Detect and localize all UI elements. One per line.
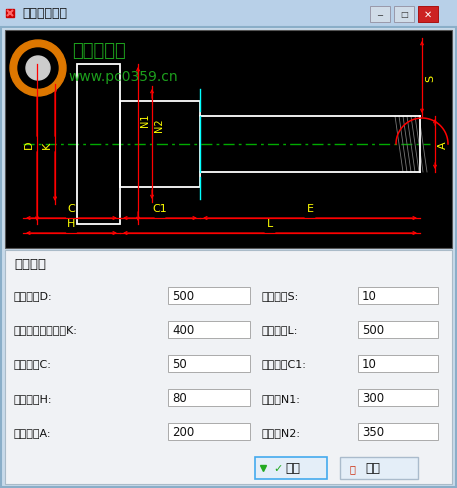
Text: 500: 500 [172,289,194,302]
Bar [77,65,120,224]
Text: 10: 10 [362,357,377,370]
Text: 管子壁厚S:: 管子壁厚S: [262,290,299,301]
Bar [5,31,452,248]
Text: 润东软件园: 润东软件园 [72,42,126,60]
Text: N2: N2 [154,118,164,132]
Bar [255,457,327,479]
Text: 钢板厚度C1:: 钢板厚度C1: [262,359,307,369]
Text: E: E [307,203,314,214]
Text: L: L [267,219,273,228]
Text: 300: 300 [362,391,384,405]
Text: 法兰接管设计: 法兰接管设计 [22,7,67,20]
Bar [5,250,452,484]
Bar [418,7,438,23]
Bar [120,102,200,187]
Text: N1: N1 [140,113,150,126]
Bar [358,321,438,338]
Text: 法兰厚度C:: 法兰厚度C: [14,359,52,369]
Bar [168,321,250,338]
Bar [168,424,250,441]
Text: A: A [438,141,448,148]
Text: 法兰高度H:: 法兰高度H: [14,393,53,403]
Circle shape [26,57,50,81]
Circle shape [18,49,58,89]
Bar [358,424,438,441]
Text: 500: 500 [362,323,384,336]
Bar [168,389,250,407]
Bar [0,27,457,28]
Text: D: D [24,141,34,149]
Text: 50: 50 [172,357,187,370]
Text: 法兰外径D:: 法兰外径D: [14,290,53,301]
Bar [358,355,438,372]
Text: ─: ─ [377,10,383,20]
Text: 350: 350 [362,426,384,439]
Text: 确定: 确定 [285,462,300,474]
Text: C: C [68,203,75,214]
Circle shape [10,41,66,97]
Bar [168,355,250,372]
Text: ✓: ✓ [273,463,282,473]
Text: H: H [67,219,76,228]
Text: ✕: ✕ [424,10,432,20]
Bar [168,287,250,304]
Text: 10: 10 [362,289,377,302]
Text: 管子直径A:: 管子直径A: [14,427,52,437]
Text: 螺栓孔中心圆直径K:: 螺栓孔中心圆直径K: [14,325,78,335]
Text: 80: 80 [172,391,187,405]
Text: 法兰颈N2:: 法兰颈N2: [262,427,301,437]
Text: S: S [425,74,435,81]
Text: C1: C1 [153,203,167,214]
Text: 200: 200 [172,426,194,439]
Text: K: K [42,141,52,148]
Text: 管子长度L:: 管子长度L: [262,325,298,335]
Bar [0,0,457,28]
Text: 400: 400 [172,323,194,336]
Text: 🖺: 🖺 [350,463,356,473]
Bar [358,389,438,407]
Text: 法兰颈N1:: 法兰颈N1: [262,393,301,403]
Bar [394,7,414,23]
Bar [340,457,418,479]
Text: □: □ [400,10,408,20]
Bar [370,7,390,23]
Text: www.pc0359.cn: www.pc0359.cn [68,70,178,84]
Text: 取消: 取消 [365,462,380,474]
Text: 结构尺寸: 结构尺寸 [14,258,46,271]
Bar [358,287,438,304]
